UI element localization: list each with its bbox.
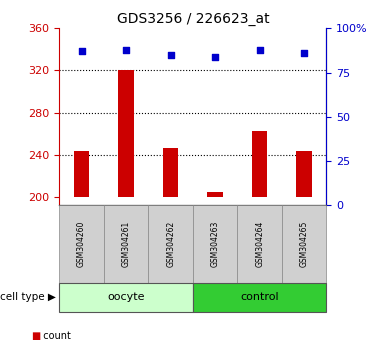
Text: GSM304262: GSM304262: [166, 221, 175, 267]
Point: [301, 50, 307, 56]
Point: [79, 48, 85, 54]
Bar: [118, 70, 134, 197]
Text: ■: ■: [32, 331, 41, 341]
Text: cell type ▶: cell type ▶: [0, 292, 56, 302]
Text: GSM304264: GSM304264: [255, 221, 264, 268]
Bar: [252, 131, 267, 197]
Text: GSM304260: GSM304260: [77, 221, 86, 268]
Bar: [296, 150, 312, 197]
Bar: [163, 148, 178, 197]
Text: GSM304265: GSM304265: [300, 221, 309, 268]
Point: [123, 47, 129, 52]
Title: GDS3256 / 226623_at: GDS3256 / 226623_at: [116, 12, 269, 26]
Point: [257, 47, 263, 52]
Text: GSM304261: GSM304261: [122, 221, 131, 267]
Text: oocyte: oocyte: [107, 292, 145, 302]
Text: GSM304263: GSM304263: [211, 221, 220, 268]
Text: count: count: [37, 331, 71, 341]
Bar: [74, 150, 89, 197]
Point: [168, 52, 174, 58]
Text: control: control: [240, 292, 279, 302]
Bar: [207, 192, 223, 197]
Point: [212, 54, 218, 59]
